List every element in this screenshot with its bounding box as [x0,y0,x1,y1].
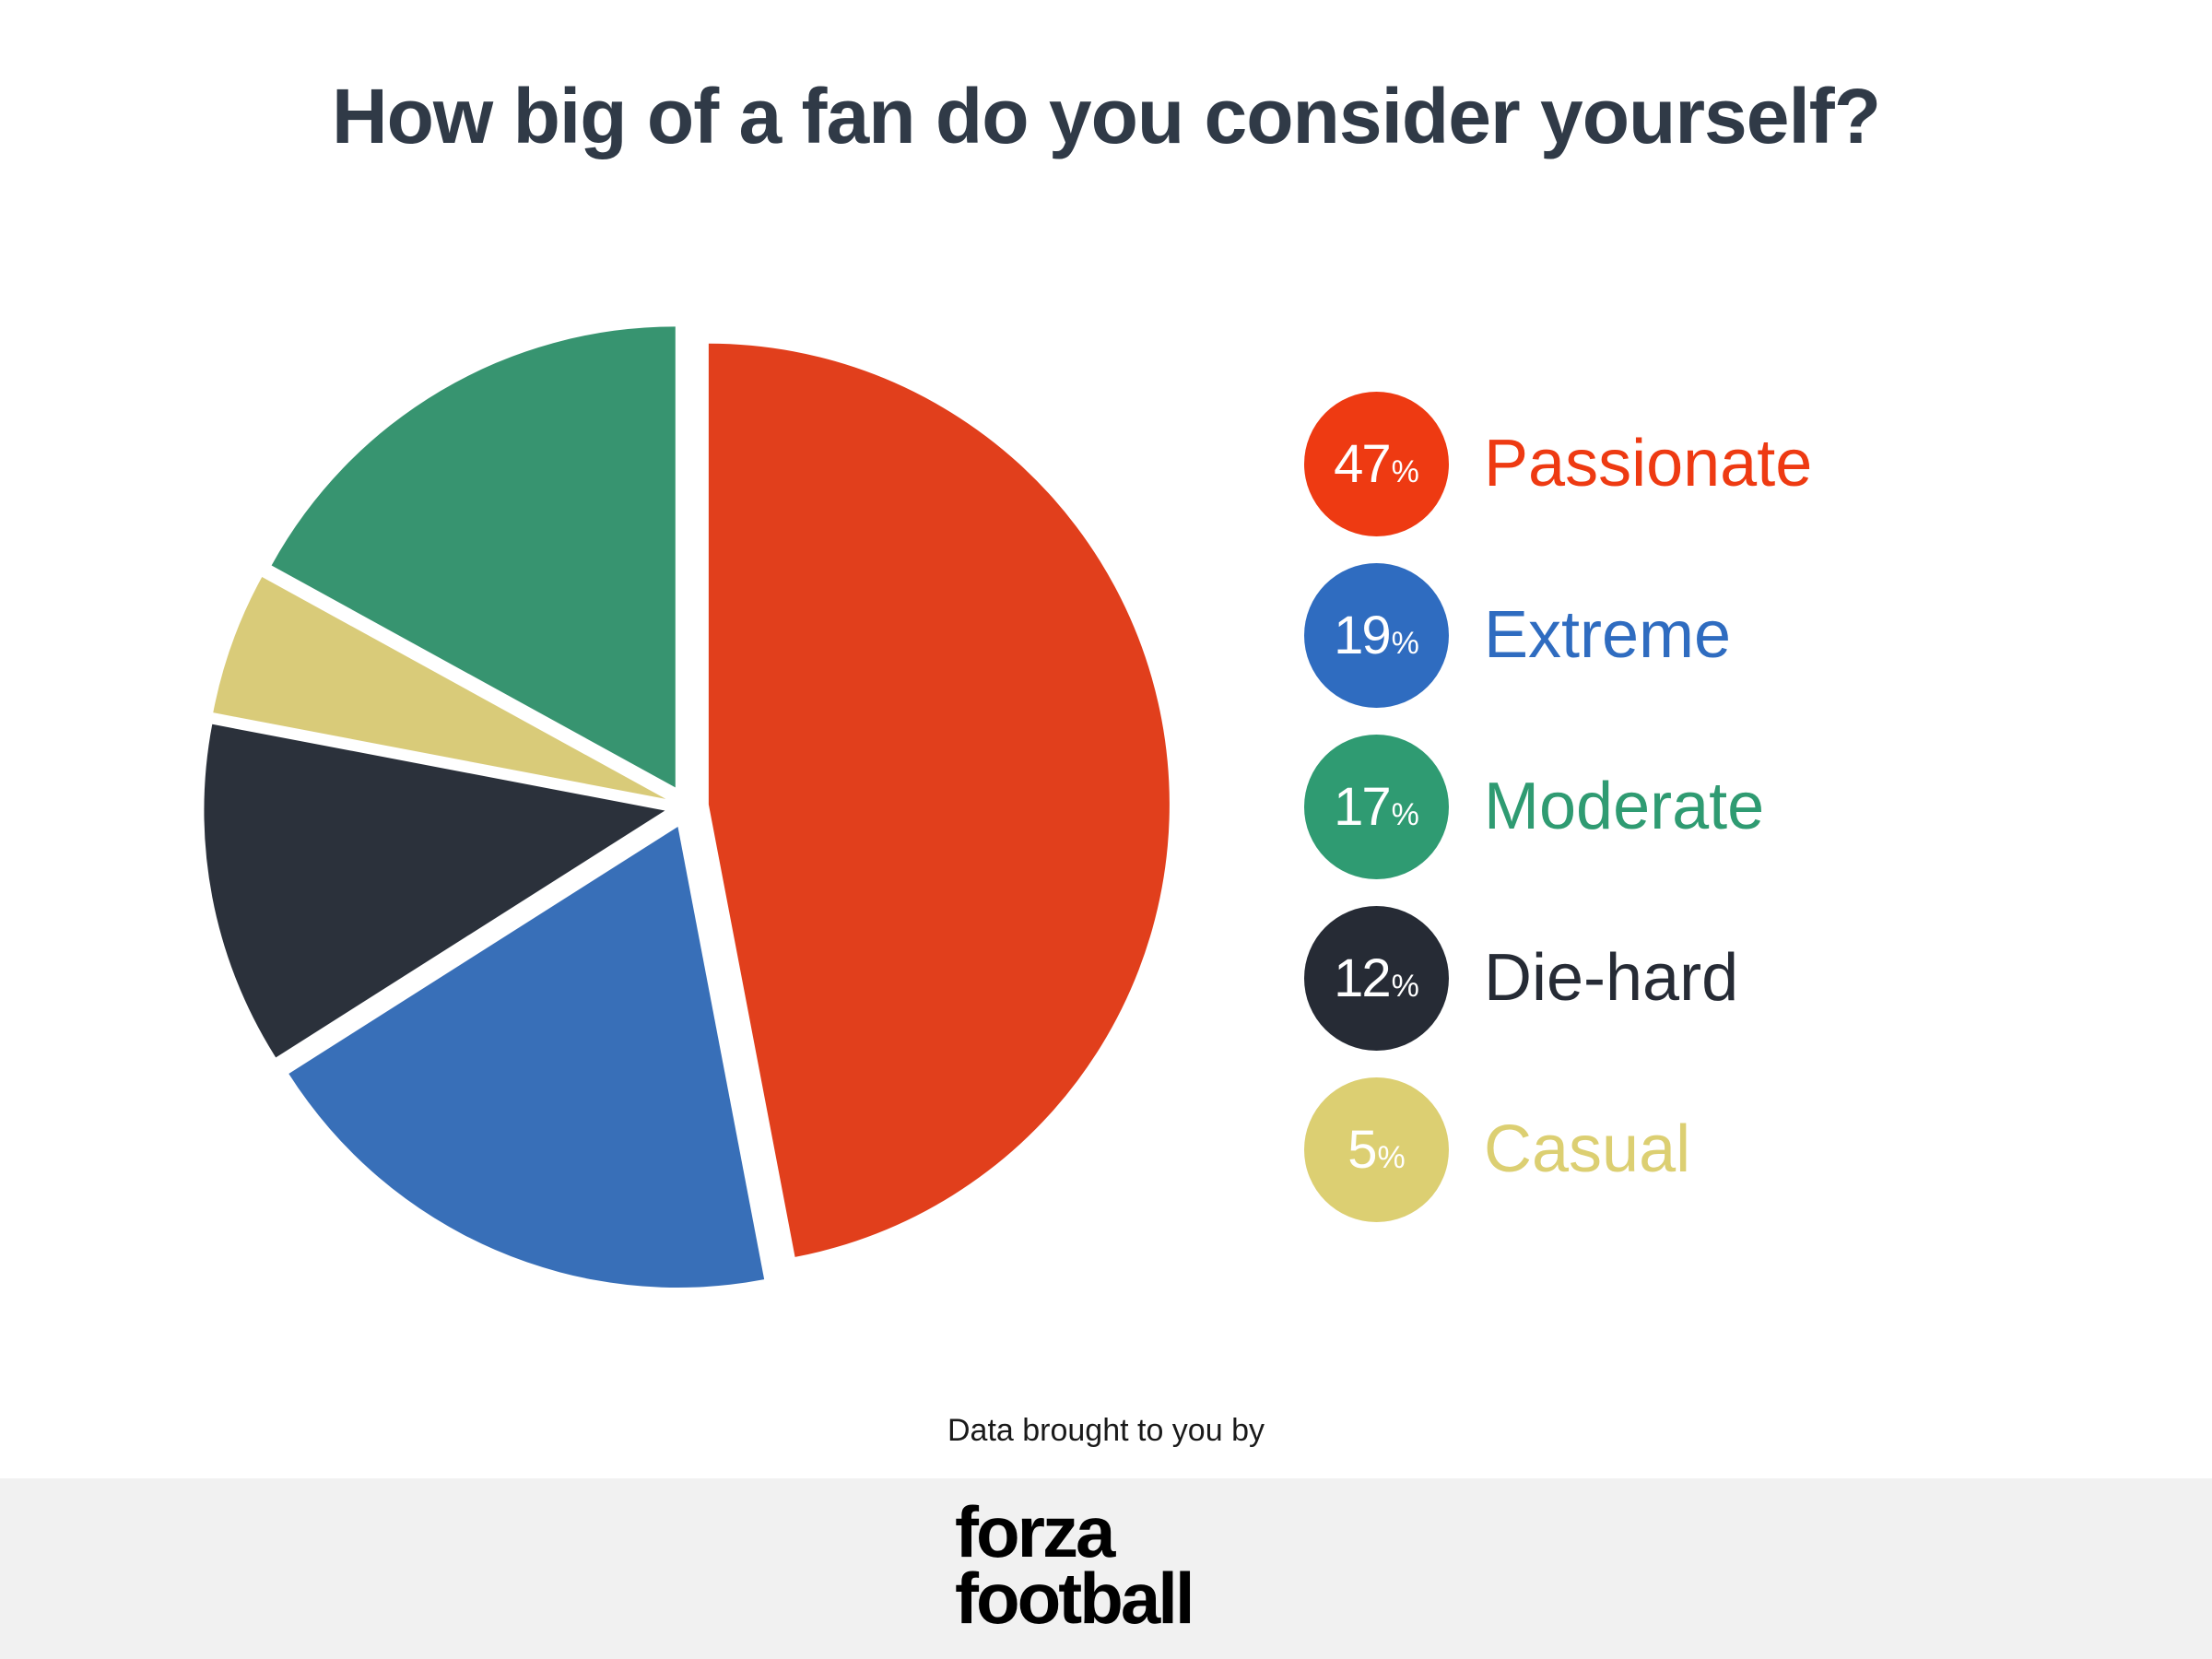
logo-line-1: forza [955,1491,1115,1572]
logo-line-2: football [955,1558,1195,1639]
legend-badge-passionate: 47% [1304,391,1449,536]
legend-label: Die-hard [1484,941,1739,1015]
legend-unit: % [1391,968,1419,1004]
chart-title: How big of a fan do you consider yoursel… [331,73,1881,159]
legend-badge-extreme: 19% [1304,562,1449,708]
legend: 47% Passionate 19% Extreme 17% Moderate … [1304,391,1813,1249]
legend-unit: % [1391,625,1419,661]
legend-badge-die-hard: 12% [1304,905,1449,1051]
legend-item-moderate: 17% Moderate [1304,734,1812,879]
legend-value: 17 [1334,776,1391,837]
legend-value: 47 [1334,433,1391,494]
legend-badge-casual: 5% [1304,1077,1449,1222]
legend-unit: % [1391,453,1419,489]
legend-item-die-hard: 12% Die-hard [1304,905,1812,1051]
legend-item-extreme: 19% Extreme [1304,562,1812,708]
legend-value: 19 [1334,605,1391,665]
legend-label: Passionate [1484,427,1813,500]
pie-slice-casual [213,576,666,799]
data-credit: Data brought to you by [947,1413,1265,1448]
legend-unit: % [1377,1139,1406,1175]
legend-label: Moderate [1484,770,1765,843]
pie-chart [204,326,1170,1288]
pie-slice-die-hard [204,724,665,1058]
footer-bar: forza football [0,1478,2212,1659]
legend-value: 5 [1347,1119,1377,1180]
forza-football-logo: forza football [955,1491,1195,1639]
legend-label: Casual [1484,1112,1691,1186]
legend-value: 12 [1334,947,1391,1008]
pie-slice-extreme [288,827,765,1288]
legend-item-casual: 5% Casual [1304,1077,1812,1222]
legend-badge-moderate: 17% [1304,734,1449,879]
legend-label: Extreme [1484,598,1732,672]
pie-slice-passionate [708,343,1170,1257]
legend-unit: % [1391,796,1419,832]
pie-slice-moderate [271,326,676,788]
legend-item-passionate: 47% Passionate [1304,391,1813,536]
